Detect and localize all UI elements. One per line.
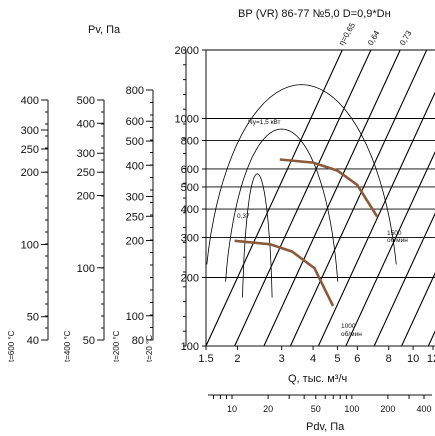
dynamic-pressure-axis: 10 20 50 100 200 400 Pdv, Па	[208, 394, 432, 433]
power-label-1: Nу=1,5 кВт	[248, 119, 281, 126]
temp-scale-2-label-400: 400	[77, 118, 95, 130]
temp-scale-3-label-600: 600	[126, 116, 144, 128]
pdv-tick-label-100: 100	[344, 404, 359, 414]
temp-scale-3-label-250: 250	[126, 211, 144, 223]
curve-label-1500-unit: об/мин	[387, 236, 408, 244]
performance-curve-2	[234, 239, 335, 307]
x-tick-label-1.5: 1.5	[198, 353, 213, 365]
temperature-scales: 400 300 250 200 100 50 40 t=600 °C 500 400 300 250 2…	[7, 49, 187, 362]
system-ray-2	[234, 50, 372, 346]
system-ray-3	[263, 50, 401, 346]
x-tick-label-3: 3	[279, 353, 285, 365]
y-tick-label-200: 200	[181, 273, 199, 285]
temp-scale-title-2: t=400 °C	[63, 330, 72, 362]
temp-scale-2-label-300: 300	[77, 148, 95, 160]
temp-scale-1-label-200: 200	[21, 167, 39, 179]
temp-scale-1-label-400: 400	[21, 95, 39, 107]
y-tick-label-500: 500	[181, 182, 199, 194]
efficiency-label-2: 0,64	[366, 29, 382, 47]
performance-curves	[234, 158, 379, 307]
pdv-axis-title: Pdv, Па	[306, 421, 345, 433]
x-tick-label-2: 2	[234, 353, 240, 365]
power-arc-3	[242, 173, 273, 298]
plot-area: 1.5 2 3 4 5 6 8 10 12 100 200 300 400 500 600 800 1000 2…	[175, 45, 435, 365]
temp-scale-title-3: t=200 °C	[112, 330, 121, 362]
temp-scale-2-label-200: 200	[77, 191, 95, 203]
temp-scale-2-label-100: 100	[77, 263, 95, 275]
y-tick-label-300: 300	[181, 232, 199, 244]
x-axis-title: Q, тыс. м³/ч	[288, 373, 347, 385]
system-ray-7	[373, 212, 435, 346]
power-arc-1	[206, 84, 397, 265]
y-tick-label-2000: 2000	[175, 45, 199, 57]
y-tick-label-1000: 1000	[175, 113, 199, 125]
y-axis-ticks: 100 200 300 400 500 600 800 1000 2000	[175, 45, 206, 353]
temp-scale-2-label-500: 500	[77, 95, 95, 107]
power-label-2: 0,37	[237, 213, 250, 220]
x-tick-label-5: 5	[334, 353, 340, 365]
chart-title: ВР (VR) 86-77 №5,0 D=0,9*Dн	[238, 8, 391, 20]
y-tick-label-400: 400	[181, 204, 199, 216]
system-rays	[206, 50, 435, 346]
temp-scale-3-label-80: 80	[132, 335, 144, 347]
temp-scale-2-label-250: 250	[77, 167, 95, 179]
grid-lines	[206, 49, 435, 278]
pdv-tick-label-50: 50	[311, 404, 321, 414]
pdv-tick-label-10: 10	[227, 404, 237, 414]
temp-scale-title-1: t=600 °C	[7, 330, 16, 362]
efficiency-label-1: η=0,65	[337, 21, 357, 47]
y-tick-label-600: 600	[181, 164, 199, 176]
power-lines	[206, 84, 397, 298]
x-tick-label-6: 6	[354, 353, 360, 365]
temp-scale-3-label-300: 300	[126, 191, 144, 203]
system-ray-8	[401, 272, 435, 346]
x-tick-label-4: 4	[310, 353, 316, 365]
pdv-tick-label-20: 20	[263, 404, 273, 414]
efficiency-label-3: 0,73	[398, 29, 414, 47]
temp-scale-1-label-50: 50	[27, 312, 39, 324]
system-ray-1	[206, 50, 343, 346]
curve-label-1000-unit: об/мин	[341, 330, 362, 338]
x-tick-label-12: 12	[427, 353, 435, 365]
power-arc-2	[225, 128, 339, 282]
y-axis-title: Pv, Па	[88, 24, 121, 36]
temp-scale-3-label-500: 500	[126, 136, 144, 148]
temp-scale-3-label-200: 200	[126, 236, 144, 248]
system-ray-6	[345, 150, 435, 346]
temp-scale-3-label-400: 400	[126, 160, 144, 172]
y-tick-label-800: 800	[181, 136, 199, 148]
performance-curve-1	[279, 158, 379, 218]
temp-scale-1-label-100: 100	[21, 239, 39, 251]
curve-label-1000-rpm: 1000	[341, 323, 356, 330]
pdv-tick-label-200: 200	[380, 404, 395, 414]
x-tick-label-10: 10	[407, 353, 419, 365]
temp-scale-3-label-100: 100	[126, 311, 144, 323]
temp-scale-1-label-300: 300	[21, 125, 39, 137]
x-tick-label-8: 8	[386, 353, 392, 365]
temp-scale-title-4: t=20 °C	[145, 335, 154, 362]
temp-scale-1-label-40: 40	[27, 335, 39, 347]
pdv-tick-label-400: 400	[416, 404, 431, 414]
temp-scale-1-label-250: 250	[21, 144, 39, 156]
x-axis-ticks: 1.5 2 3 4 5 6 8 10 12	[198, 346, 435, 365]
temp-scale-2-label-50: 50	[83, 335, 95, 347]
system-ray-5	[317, 91, 435, 346]
system-ray-4	[289, 50, 428, 346]
curve-label-1500-rpm: 1500	[387, 230, 402, 237]
y-tick-label-100: 100	[181, 341, 199, 353]
temp-scale-3-label-800: 800	[126, 85, 144, 97]
